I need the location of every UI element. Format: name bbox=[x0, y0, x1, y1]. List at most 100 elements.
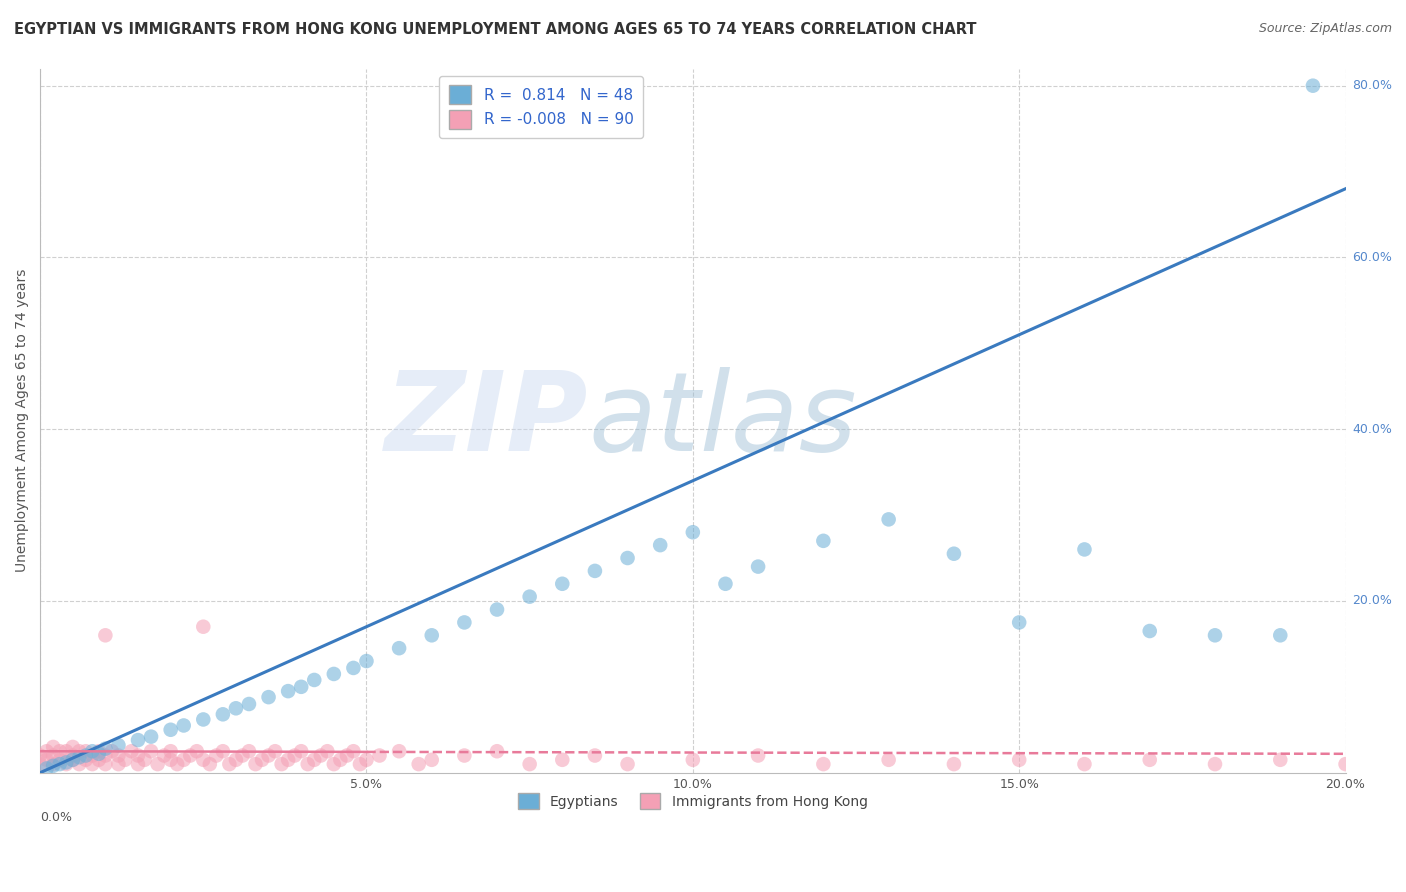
Point bbox=[173, 753, 195, 767]
Point bbox=[290, 744, 312, 758]
Point bbox=[714, 576, 737, 591]
Point bbox=[48, 753, 70, 767]
Point bbox=[453, 748, 475, 763]
Point bbox=[42, 757, 65, 772]
Point bbox=[245, 757, 267, 772]
Point bbox=[1270, 753, 1292, 767]
Point bbox=[290, 680, 312, 694]
Point bbox=[1073, 757, 1095, 772]
Point bbox=[322, 667, 344, 681]
Point bbox=[1302, 78, 1324, 93]
Point bbox=[453, 615, 475, 630]
Text: Source: ZipAtlas.com: Source: ZipAtlas.com bbox=[1258, 22, 1392, 36]
Point bbox=[67, 744, 90, 758]
Point bbox=[94, 628, 117, 642]
Point bbox=[87, 747, 110, 761]
Point bbox=[153, 748, 176, 763]
Point bbox=[616, 757, 638, 772]
Point bbox=[650, 538, 672, 552]
Point bbox=[159, 744, 181, 758]
Point bbox=[485, 602, 508, 616]
Point bbox=[127, 757, 149, 772]
Point bbox=[551, 576, 574, 591]
Point bbox=[1139, 753, 1161, 767]
Point bbox=[682, 753, 704, 767]
Point bbox=[877, 753, 900, 767]
Point bbox=[35, 753, 58, 767]
Point bbox=[218, 757, 240, 772]
Point bbox=[257, 690, 280, 705]
Text: atlas: atlas bbox=[588, 368, 858, 475]
Point bbox=[42, 759, 65, 773]
Point bbox=[193, 753, 215, 767]
Point bbox=[304, 753, 326, 767]
Point bbox=[82, 757, 104, 772]
Legend: Egyptians, Immigrants from Hong Kong: Egyptians, Immigrants from Hong Kong bbox=[513, 787, 873, 815]
Y-axis label: Unemployment Among Ages 65 to 74 years: Unemployment Among Ages 65 to 74 years bbox=[15, 268, 30, 573]
Point bbox=[349, 757, 371, 772]
Point bbox=[356, 753, 378, 767]
Text: 40.0%: 40.0% bbox=[1353, 423, 1392, 435]
Text: 0.0%: 0.0% bbox=[41, 812, 72, 824]
Point bbox=[747, 748, 769, 763]
Point bbox=[551, 753, 574, 767]
Point bbox=[198, 757, 221, 772]
Point bbox=[388, 744, 411, 758]
Point bbox=[277, 753, 299, 767]
Point bbox=[225, 753, 247, 767]
Point bbox=[107, 757, 129, 772]
Point bbox=[336, 748, 359, 763]
Point bbox=[1204, 757, 1226, 772]
Point bbox=[316, 744, 339, 758]
Point bbox=[813, 533, 835, 548]
Point bbox=[48, 744, 70, 758]
Point bbox=[94, 748, 117, 763]
Point bbox=[877, 512, 900, 526]
Text: 20.0%: 20.0% bbox=[1353, 594, 1392, 607]
Point bbox=[264, 744, 287, 758]
Point bbox=[30, 757, 52, 772]
Point bbox=[107, 748, 129, 763]
Point bbox=[139, 730, 162, 744]
Point bbox=[231, 748, 253, 763]
Point bbox=[55, 757, 77, 772]
Text: ZIP: ZIP bbox=[385, 368, 588, 475]
Point bbox=[322, 757, 344, 772]
Point bbox=[304, 673, 326, 687]
Point bbox=[67, 750, 90, 764]
Point bbox=[127, 733, 149, 747]
Point bbox=[519, 757, 541, 772]
Point bbox=[107, 738, 129, 752]
Point bbox=[225, 701, 247, 715]
Point bbox=[67, 757, 90, 772]
Text: 80.0%: 80.0% bbox=[1353, 79, 1392, 92]
Point bbox=[159, 723, 181, 737]
Point bbox=[1008, 753, 1031, 767]
Point bbox=[186, 744, 208, 758]
Point bbox=[942, 547, 965, 561]
Point bbox=[87, 744, 110, 758]
Point bbox=[1270, 628, 1292, 642]
Point bbox=[94, 741, 117, 756]
Point bbox=[159, 753, 181, 767]
Point bbox=[942, 757, 965, 772]
Point bbox=[747, 559, 769, 574]
Point bbox=[813, 757, 835, 772]
Point bbox=[42, 748, 65, 763]
Point bbox=[55, 756, 77, 770]
Point bbox=[94, 757, 117, 772]
Text: 60.0%: 60.0% bbox=[1353, 251, 1392, 264]
Point bbox=[420, 753, 443, 767]
Point bbox=[270, 757, 292, 772]
Point bbox=[173, 718, 195, 732]
Point bbox=[583, 78, 606, 93]
Point bbox=[342, 661, 364, 675]
Point bbox=[1139, 624, 1161, 638]
Point bbox=[212, 744, 235, 758]
Point bbox=[1204, 628, 1226, 642]
Point bbox=[127, 748, 149, 763]
Point bbox=[35, 761, 58, 775]
Point bbox=[101, 744, 124, 758]
Point bbox=[329, 753, 352, 767]
Point bbox=[238, 744, 260, 758]
